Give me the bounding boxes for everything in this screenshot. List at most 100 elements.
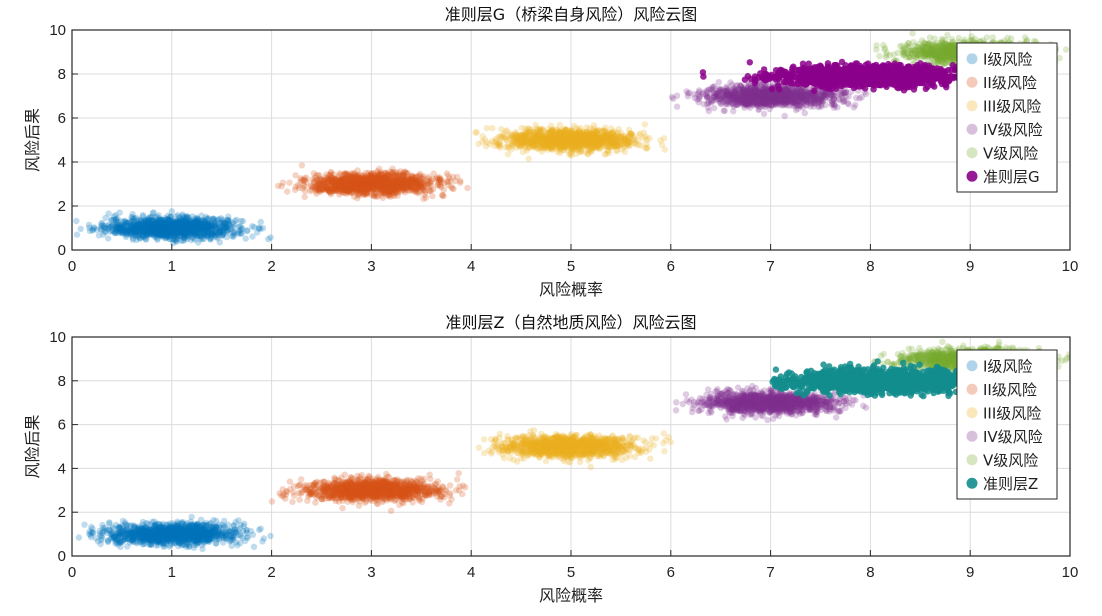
- data-point: [152, 226, 159, 234]
- data-point: [183, 215, 191, 222]
- data-point: [149, 223, 156, 231]
- data-point: [638, 142, 645, 149]
- data-point: [146, 232, 154, 239]
- data-point: [489, 124, 496, 132]
- data-point: [330, 171, 337, 178]
- data-point: [129, 221, 136, 228]
- data-point: [183, 231, 190, 238]
- data-point: [105, 210, 112, 217]
- data-point: [239, 217, 247, 225]
- data-point: [160, 227, 167, 234]
- data-point: [175, 229, 182, 236]
- data-point: [519, 148, 527, 156]
- data-point: [217, 227, 225, 235]
- data-point: [161, 219, 169, 226]
- data-point: [149, 213, 156, 220]
- data-point: [201, 230, 208, 237]
- data-point: [180, 220, 187, 227]
- data-point: [86, 224, 93, 231]
- data-point: [127, 225, 134, 232]
- data-point: [180, 231, 187, 238]
- data-point: [267, 234, 274, 241]
- data-point: [781, 112, 788, 120]
- data-point: [211, 223, 219, 231]
- data-point: [627, 130, 634, 137]
- data-point: [176, 229, 183, 236]
- data-point: [404, 178, 411, 185]
- data-point: [140, 223, 147, 230]
- data-point: [177, 228, 184, 235]
- data-point: [147, 226, 154, 233]
- data-point: [483, 125, 491, 132]
- data-point: [131, 221, 138, 228]
- data-point: [193, 216, 201, 223]
- data-point: [178, 220, 185, 228]
- data-point: [151, 226, 159, 233]
- data-point: [170, 220, 177, 228]
- data-point: [168, 224, 175, 231]
- data-point: [574, 133, 582, 140]
- data-point: [382, 185, 390, 193]
- data-point: [153, 218, 160, 226]
- data-point: [210, 216, 217, 224]
- data-point: [181, 232, 188, 239]
- data-point: [210, 215, 217, 222]
- data-point: [174, 223, 181, 230]
- data-point: [162, 220, 169, 228]
- scatter-panel-g: 0 1 2 3 4 5 6 7 8 9 100246810准则层G（桥梁自身风险）风险云图风险概率风…: [23, 5, 1078, 299]
- data-point: [135, 231, 143, 239]
- data-point: [112, 221, 120, 228]
- data-point: [599, 128, 606, 135]
- data-point: [213, 233, 220, 240]
- data-point: [196, 221, 203, 229]
- data-point: [214, 225, 222, 232]
- data-point: [225, 220, 232, 227]
- data-point: [203, 224, 211, 231]
- data-point: [193, 221, 201, 229]
- data-point: [157, 232, 165, 239]
- data-point: [636, 130, 643, 137]
- data-point: [133, 221, 141, 229]
- data-point: [176, 228, 183, 235]
- data-point: [132, 228, 139, 235]
- data-point: [115, 225, 122, 232]
- data-point: [157, 224, 165, 231]
- data-point: [134, 223, 141, 231]
- data-point: [223, 224, 231, 231]
- data-point: [143, 230, 151, 238]
- data-point: [186, 223, 193, 230]
- data-point: [605, 140, 613, 147]
- data-point: [146, 221, 153, 229]
- data-point: [155, 229, 162, 236]
- data-point: [150, 217, 158, 225]
- data-point: [204, 223, 211, 230]
- data-point: [220, 229, 227, 236]
- data-point: [183, 213, 191, 220]
- data-point: [184, 221, 191, 228]
- data-point: [186, 229, 194, 236]
- data-point: [115, 223, 122, 230]
- data-point: [212, 225, 220, 232]
- data-point: [180, 236, 188, 244]
- data-point: [130, 225, 138, 232]
- data-point: [207, 230, 214, 238]
- data-point: [172, 220, 179, 227]
- data-point: [384, 192, 391, 199]
- data-point: [150, 209, 157, 216]
- data-point: [154, 229, 162, 237]
- data-point: [399, 172, 407, 180]
- data-point: [149, 229, 156, 236]
- data-point: [242, 235, 249, 242]
- data-point: [135, 221, 142, 228]
- data-point: [760, 110, 768, 118]
- data-point: [151, 228, 158, 235]
- data-point: [358, 183, 366, 190]
- data-point: [141, 226, 149, 233]
- data-point: [134, 221, 141, 228]
- data-point: [208, 222, 215, 230]
- data-point: [163, 233, 170, 240]
- data-point: [136, 234, 143, 242]
- data-point: [178, 223, 185, 231]
- data-point: [158, 221, 166, 228]
- data-point: [188, 236, 195, 244]
